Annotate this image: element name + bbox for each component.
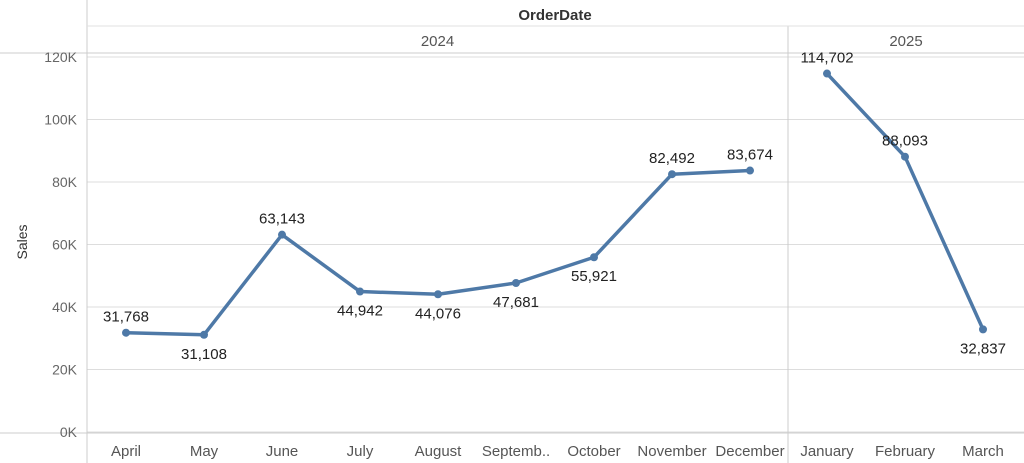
y-axis-title: Sales bbox=[14, 224, 30, 259]
data-label: 44,942 bbox=[337, 303, 383, 320]
category-label: December bbox=[715, 443, 784, 460]
y-tick-label: 0K bbox=[60, 424, 78, 440]
y-tick-label: 20K bbox=[52, 362, 78, 378]
data-label: 114,702 bbox=[800, 50, 853, 67]
data-label: 31,108 bbox=[181, 346, 227, 363]
year-header-2025: 2025 bbox=[889, 33, 922, 50]
category-label: July bbox=[347, 443, 374, 460]
data-label: 55,921 bbox=[571, 268, 617, 285]
category-label: January bbox=[800, 443, 854, 460]
data-point bbox=[278, 230, 286, 239]
data-labels: 31,768 31,108 63,143 44,942 44,076 47,681 55,9… bbox=[103, 50, 1006, 363]
data-label: 31,768 bbox=[103, 309, 149, 326]
y-tick-label: 60K bbox=[52, 237, 78, 253]
data-point bbox=[122, 328, 130, 337]
y-tick-label: 80K bbox=[52, 174, 78, 190]
data-point bbox=[590, 253, 598, 262]
year-header-2024: 2024 bbox=[421, 33, 454, 50]
category-label: November bbox=[637, 443, 706, 460]
y-axis-ticks: 0K 20K 40K 60K 80K 100K 120K bbox=[44, 49, 77, 440]
column-header-title: OrderDate bbox=[518, 7, 591, 24]
category-label: Septemb.. bbox=[482, 443, 550, 460]
series-points bbox=[122, 69, 987, 339]
data-label: 82,492 bbox=[649, 150, 695, 167]
data-label: 88,093 bbox=[882, 133, 928, 150]
y-tick-label: 120K bbox=[44, 49, 77, 65]
data-point bbox=[356, 287, 364, 296]
data-point bbox=[901, 152, 909, 161]
category-label: March bbox=[962, 443, 1004, 460]
data-label: 83,674 bbox=[727, 147, 773, 164]
data-label: 63,143 bbox=[259, 211, 305, 228]
x-axis-categories: April May June July August Septemb.. October No… bbox=[111, 443, 1004, 460]
category-label: May bbox=[190, 443, 219, 460]
data-point bbox=[746, 166, 754, 175]
year-headers: 2024 2025 bbox=[421, 33, 923, 50]
y-tick-label: 100K bbox=[44, 112, 77, 128]
category-label: August bbox=[415, 443, 463, 460]
series-lines bbox=[124, 71, 985, 337]
data-point bbox=[200, 330, 208, 339]
y-tick-label: 40K bbox=[52, 299, 78, 315]
data-point bbox=[979, 325, 987, 334]
data-label: 44,076 bbox=[415, 305, 461, 322]
category-label: April bbox=[111, 443, 141, 460]
data-point bbox=[668, 170, 676, 179]
category-label: February bbox=[875, 443, 936, 460]
data-label: 32,837 bbox=[960, 340, 1006, 357]
category-label: October bbox=[567, 443, 620, 460]
data-label: 47,681 bbox=[493, 294, 539, 311]
category-label: June bbox=[266, 443, 299, 460]
data-point bbox=[823, 69, 831, 78]
grid-layer bbox=[87, 56, 1024, 433]
data-point bbox=[434, 290, 442, 299]
data-point bbox=[512, 278, 520, 287]
series-line-2025 bbox=[825, 71, 985, 332]
